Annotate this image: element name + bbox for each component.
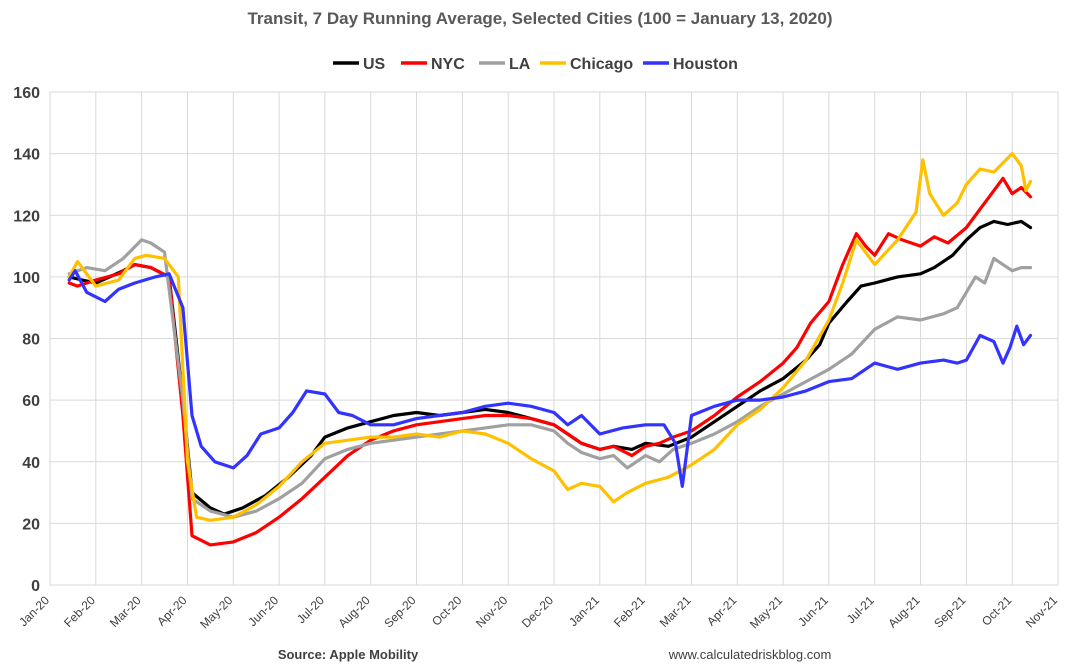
legend-label-chicago: Chicago	[570, 56, 633, 73]
chart-title: Transit, 7 Day Running Average, Selected…	[247, 9, 832, 28]
series-line-chicago	[67, 152, 1033, 522]
series-line-nyc	[67, 176, 1033, 547]
legend-label-us: US	[363, 56, 386, 73]
y-tick-label: 120	[13, 208, 40, 225]
website-label: www.calculatedriskblog.com	[668, 647, 832, 662]
series-line-houston	[67, 269, 1033, 488]
y-tick-label: 80	[22, 332, 40, 349]
legend-label-la: LA	[509, 56, 531, 73]
y-axis: 0 20 40 60 80 100 120 140 160	[13, 85, 40, 595]
series-lines	[67, 152, 1033, 547]
legend-label-houston: Houston	[673, 56, 738, 73]
y-tick-label: 60	[22, 393, 40, 410]
source-label: Source: Apple Mobility	[278, 647, 419, 662]
series-line-la	[67, 238, 1033, 519]
y-tick-label: 100	[13, 270, 40, 287]
legend: US NYC LA Chicago Houston	[333, 56, 738, 73]
legend-label-nyc: NYC	[431, 56, 465, 73]
y-tick-label: 140	[13, 147, 40, 164]
y-tick-label: 40	[22, 455, 40, 472]
y-tick-label: 160	[13, 85, 40, 102]
y-tick-label: 20	[22, 516, 40, 533]
gridlines	[49, 91, 1059, 586]
y-tick-label: 0	[31, 578, 40, 595]
